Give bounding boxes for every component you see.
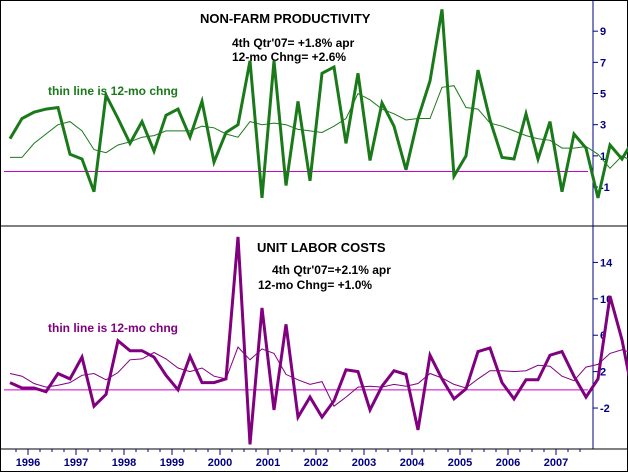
productivity-series-thick: [8, 9, 628, 199]
labor-costs-series-thin: [9, 346, 628, 407]
labor-costs-series-thick: [9, 236, 628, 445]
labor-costs-series: [4, 236, 628, 445]
xaxis: 1996 1997 1998 1999 2000 2001 2002 2003 2004 2005…: [15, 449, 581, 469]
labor-costs-panel: UNIT LABOR COSTS 4th Qtr'07=+2.1% apr 12…: [4, 236, 628, 445]
productivity-series-thin: [10, 85, 628, 170]
labor-costs-qtr-annotation: 4th Qtr'07=+2.1% apr: [272, 263, 391, 277]
productivity-qtr-annotation: 4th Qtr'07= +1.8% apr: [232, 36, 355, 50]
productivity-12mo-annotation: 12-mo Chng= +2.6%: [232, 50, 346, 64]
xtick-label: 2005: [448, 457, 472, 469]
xtick-label: 2006: [496, 457, 520, 469]
productivity-series: [4, 9, 628, 199]
labor-costs-ytick-label: 2: [600, 367, 606, 379]
labor-costs-ytick-label: -2: [600, 403, 610, 415]
productivity-panel: NON-FARM PRODUCTIVITY 4th Qtr'07= +1.8% …: [4, 9, 628, 199]
labor-costs-ytick-label: 14: [600, 257, 613, 269]
labor-costs-12mo-annotation: 12-mo Chng= +1.0%: [258, 278, 372, 292]
labor-costs-title: UNIT LABOR COSTS: [257, 240, 386, 255]
xtick-label: 1998: [112, 457, 136, 469]
xtick-label: 1999: [160, 457, 184, 469]
productivity-ytick-label: 7: [600, 57, 606, 69]
productivity-ytick-label: -1: [600, 182, 610, 194]
labor-costs-legend-note: thin line is 12-mo chng: [48, 321, 178, 335]
xtick-label: 2000: [208, 457, 232, 469]
productivity-yaxis: -1 1 3 5 7 9: [593, 26, 610, 194]
xtick-label: 2004: [400, 457, 425, 469]
xtick-label: 2003: [352, 457, 376, 469]
productivity-legend-note: thin line is 12-mo chng: [48, 84, 178, 98]
xtick-label: 1997: [64, 457, 88, 469]
productivity-ytick-label: 1: [600, 151, 606, 163]
productivity-title: NON-FARM PRODUCTIVITY: [200, 11, 371, 26]
xtick-label: 2007: [544, 457, 568, 469]
xtick-label: 1996: [16, 457, 40, 469]
xtick-label: 2001: [256, 457, 280, 469]
productivity-ytick-label: 5: [600, 89, 606, 101]
productivity-ytick-label: 9: [600, 26, 606, 38]
productivity-ytick-label: 3: [600, 120, 606, 132]
xtick-label: 2002: [304, 457, 328, 469]
